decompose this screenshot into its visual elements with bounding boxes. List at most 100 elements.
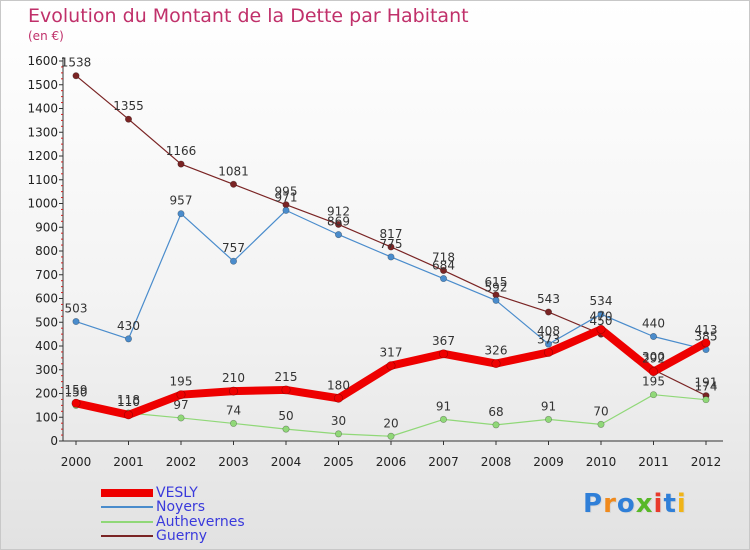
y-tick-label: 100: [35, 410, 58, 424]
data-label-guerny: 615: [485, 275, 508, 289]
legend-swatch: [101, 489, 153, 497]
data-point-guerny: [544, 308, 552, 316]
data-label-authevernes: 70: [593, 404, 608, 418]
data-point-vesly: [491, 359, 501, 369]
data-label-authevernes: 150: [65, 385, 88, 399]
data-label-authevernes: 91: [541, 399, 556, 413]
data-label-guerny: 1355: [113, 99, 144, 113]
x-tick-label: 2007: [428, 455, 459, 469]
data-label-guerny: 1538: [61, 56, 92, 70]
logo-letter: r: [603, 489, 617, 519]
data-label-guerny: 1166: [166, 144, 197, 158]
data-label-authevernes: 20: [383, 416, 398, 430]
data-point-noyers: [334, 231, 342, 239]
y-tick-label: 800: [35, 244, 58, 258]
data-label-vesly: 195: [170, 375, 193, 389]
data-point-noyers: [230, 257, 238, 265]
y-tick-label: 1000: [27, 197, 58, 211]
logo-letter: x: [635, 489, 654, 519]
y-tick-label: 0: [50, 434, 58, 448]
data-label-noyers: 592: [485, 280, 508, 294]
data-label-authevernes: 74: [226, 403, 241, 417]
x-tick-label: 2008: [481, 455, 512, 469]
data-label-guerny: 817: [380, 227, 403, 241]
data-point-vesly: [648, 367, 658, 377]
data-label-authevernes: 118: [117, 393, 140, 407]
data-point-guerny: [230, 180, 238, 188]
x-tick-label: 2005: [323, 455, 354, 469]
data-point-guerny: [439, 266, 447, 274]
legend-swatch: [101, 506, 153, 509]
series-line-vesly: [72, 325, 710, 419]
data-point-vesly: [543, 347, 553, 357]
data-label-vesly: 110: [117, 395, 140, 409]
legend-label: Guerny: [156, 527, 208, 544]
legend-label: VESLY: [156, 485, 198, 501]
data-point-guerny: [72, 72, 80, 80]
chart-unit-label: (en €): [28, 29, 64, 43]
data-label-authevernes: 68: [488, 405, 503, 419]
logo-letter: P: [583, 489, 604, 519]
data-label-vesly: 210: [222, 371, 245, 385]
data-point-noyers: [439, 275, 447, 283]
y-tick-label: 700: [35, 268, 58, 282]
x-tick-label: 2000: [61, 455, 92, 469]
data-label-noyers: 775: [380, 237, 403, 251]
data-point-vesly: [596, 324, 606, 334]
data-point-guerny: [334, 220, 342, 228]
x-tick-label: 2010: [586, 455, 617, 469]
data-point-vesly: [701, 338, 711, 348]
data-label-noyers: 408: [537, 324, 560, 338]
data-point-authevernes: [387, 432, 395, 440]
y-tick-label: 1500: [27, 78, 58, 92]
data-label-guerny: 995: [275, 185, 298, 199]
data-point-authevernes: [544, 415, 552, 423]
legend-label: Authevernes: [156, 513, 245, 530]
data-point-authevernes: [702, 396, 710, 404]
x-tick-label: 2006: [376, 455, 407, 469]
data-point-authevernes: [597, 420, 605, 428]
data-label-vesly: 413: [695, 323, 718, 337]
data-point-vesly: [176, 390, 186, 400]
data-label-vesly: 373: [537, 332, 560, 346]
legend-label: Noyers: [156, 499, 205, 516]
proxiti-logo: Proxiti: [583, 489, 687, 519]
logo-letter: i: [653, 489, 664, 519]
data-label-noyers: 757: [222, 241, 245, 255]
data-point-vesly: [124, 410, 134, 420]
legend-swatch: [101, 520, 153, 523]
data-label-noyers: 385: [695, 330, 718, 344]
data-point-authevernes: [334, 430, 342, 438]
y-tick-label: 600: [35, 292, 58, 306]
data-point-authevernes: [439, 415, 447, 423]
data-label-guerny: 912: [327, 204, 350, 218]
data-point-vesly: [333, 393, 343, 403]
data-label-guerny: 1081: [218, 164, 249, 178]
y-tick-label: 1300: [27, 125, 58, 139]
data-point-guerny: [125, 115, 133, 123]
data-label-noyers: 971: [275, 190, 298, 204]
data-point-noyers: [597, 310, 605, 318]
data-label-noyers: 430: [117, 319, 140, 333]
data-point-vesly: [438, 349, 448, 359]
data-point-authevernes: [649, 391, 657, 399]
data-label-authevernes: 50: [278, 409, 293, 423]
data-label-authevernes: 97: [173, 398, 188, 412]
data-point-guerny: [177, 160, 185, 168]
data-label-vesly: 159: [65, 383, 88, 397]
data-point-noyers: [492, 296, 500, 304]
data-label-authevernes: 195: [642, 375, 665, 389]
data-point-noyers: [72, 318, 80, 326]
y-tick-label: 1200: [27, 149, 58, 163]
y-tick-label: 1100: [27, 173, 58, 187]
data-label-noyers: 534: [590, 294, 613, 308]
x-tick-label: 2011: [638, 455, 669, 469]
data-label-noyers: 957: [170, 194, 193, 208]
data-point-vesly: [229, 386, 239, 396]
data-point-noyers: [177, 210, 185, 218]
logo-letter: t: [663, 489, 677, 519]
data-point-noyers: [387, 253, 395, 261]
data-label-vesly: 317: [380, 346, 403, 360]
